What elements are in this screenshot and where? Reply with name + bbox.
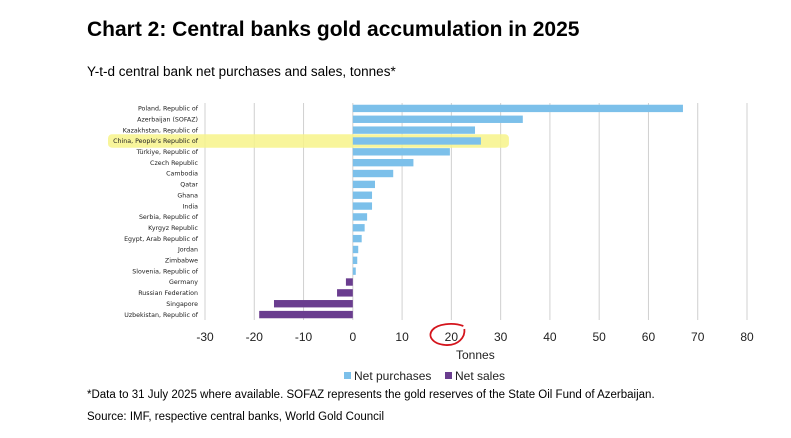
category-label: Qatar	[180, 182, 198, 189]
x-axis-label: Tonnes	[456, 348, 495, 362]
bar	[352, 169, 394, 178]
category-label: Kazakhstan, Republic of	[123, 127, 199, 134]
x-tick-label: 0	[349, 330, 356, 344]
legend: Net purchases Net sales	[344, 369, 505, 383]
x-tick-label: 10	[395, 330, 409, 344]
category-label: India	[183, 203, 199, 210]
bar	[352, 115, 523, 123]
bar	[345, 278, 353, 286]
bar	[352, 137, 481, 145]
bar	[352, 245, 359, 254]
x-tick-label: -30	[196, 330, 214, 344]
bar	[352, 202, 373, 210]
bar	[352, 213, 368, 221]
chart-title: Chart 2: Central banks gold accumulation…	[87, 18, 580, 41]
legend-label-net-sales: Net sales	[455, 369, 505, 383]
x-tick-label: 80	[740, 330, 754, 344]
annotation-layer	[429, 323, 466, 346]
category-label: Czech Republic	[150, 160, 198, 167]
bar	[337, 289, 353, 297]
source-note: Source: IMF, respective central banks, W…	[87, 411, 384, 423]
category-label: Germany	[169, 279, 198, 286]
category-label: Serbia, Republic of	[139, 214, 199, 221]
x-tick-label: -20	[246, 330, 264, 344]
category-label: China, People's Republic of	[113, 138, 199, 145]
category-label: Singapore	[166, 301, 198, 308]
category-labels: Poland, Republic of Azerbaijan (SOFAZ) Kaz…	[113, 106, 199, 319]
annotation-circle	[429, 323, 466, 346]
legend-label-net-purchases: Net purchases	[354, 369, 431, 383]
x-tick-label: 70	[691, 330, 705, 344]
category-label: Poland, Republic of	[138, 106, 199, 113]
category-label: Türkiye, Republic of	[135, 149, 198, 156]
x-tick-label: 20	[445, 330, 459, 344]
category-label: Ghana	[177, 192, 198, 199]
x-tick-label: 60	[642, 330, 656, 344]
bars	[259, 104, 683, 319]
bar	[352, 158, 414, 167]
bar	[352, 224, 365, 232]
bar	[352, 126, 476, 134]
chart-subtitle: Y-t-d central bank net purchases and sal…	[87, 64, 396, 79]
x-tick-labels: -30 -20 -10 0 10 20 30 40 50 60 70 80	[196, 330, 754, 344]
legend-swatch-net-sales	[445, 372, 452, 379]
x-tick-label: -10	[295, 330, 313, 344]
bar	[273, 300, 353, 308]
footnote: *Data to 31 July 2025 where available. S…	[87, 389, 655, 401]
category-label: Zimbabwe	[165, 258, 198, 265]
category-label: Cambodia	[166, 171, 198, 178]
category-label: Slovenia, Republic of	[132, 268, 199, 275]
category-label: Azerbaijan (SOFAZ)	[137, 116, 198, 123]
bar	[352, 104, 683, 113]
legend-swatch-net-purchases	[344, 372, 351, 379]
category-label: Russian Federation	[138, 290, 198, 297]
category-label: Uzbekistan, Republic of	[124, 312, 199, 319]
bar	[352, 234, 362, 243]
category-label: Jordan	[177, 247, 198, 254]
x-tick-label: 40	[543, 330, 557, 344]
bar	[352, 256, 358, 265]
category-label: Kyrgyz Republic	[148, 225, 198, 232]
x-tick-label: 50	[593, 330, 607, 344]
bar	[352, 267, 356, 275]
bar	[352, 148, 450, 156]
bar	[352, 191, 373, 199]
bar	[352, 180, 375, 189]
x-tick-label: 30	[494, 330, 508, 344]
bar	[259, 310, 353, 319]
category-label: Egypt, Arab Republic of	[124, 236, 199, 243]
